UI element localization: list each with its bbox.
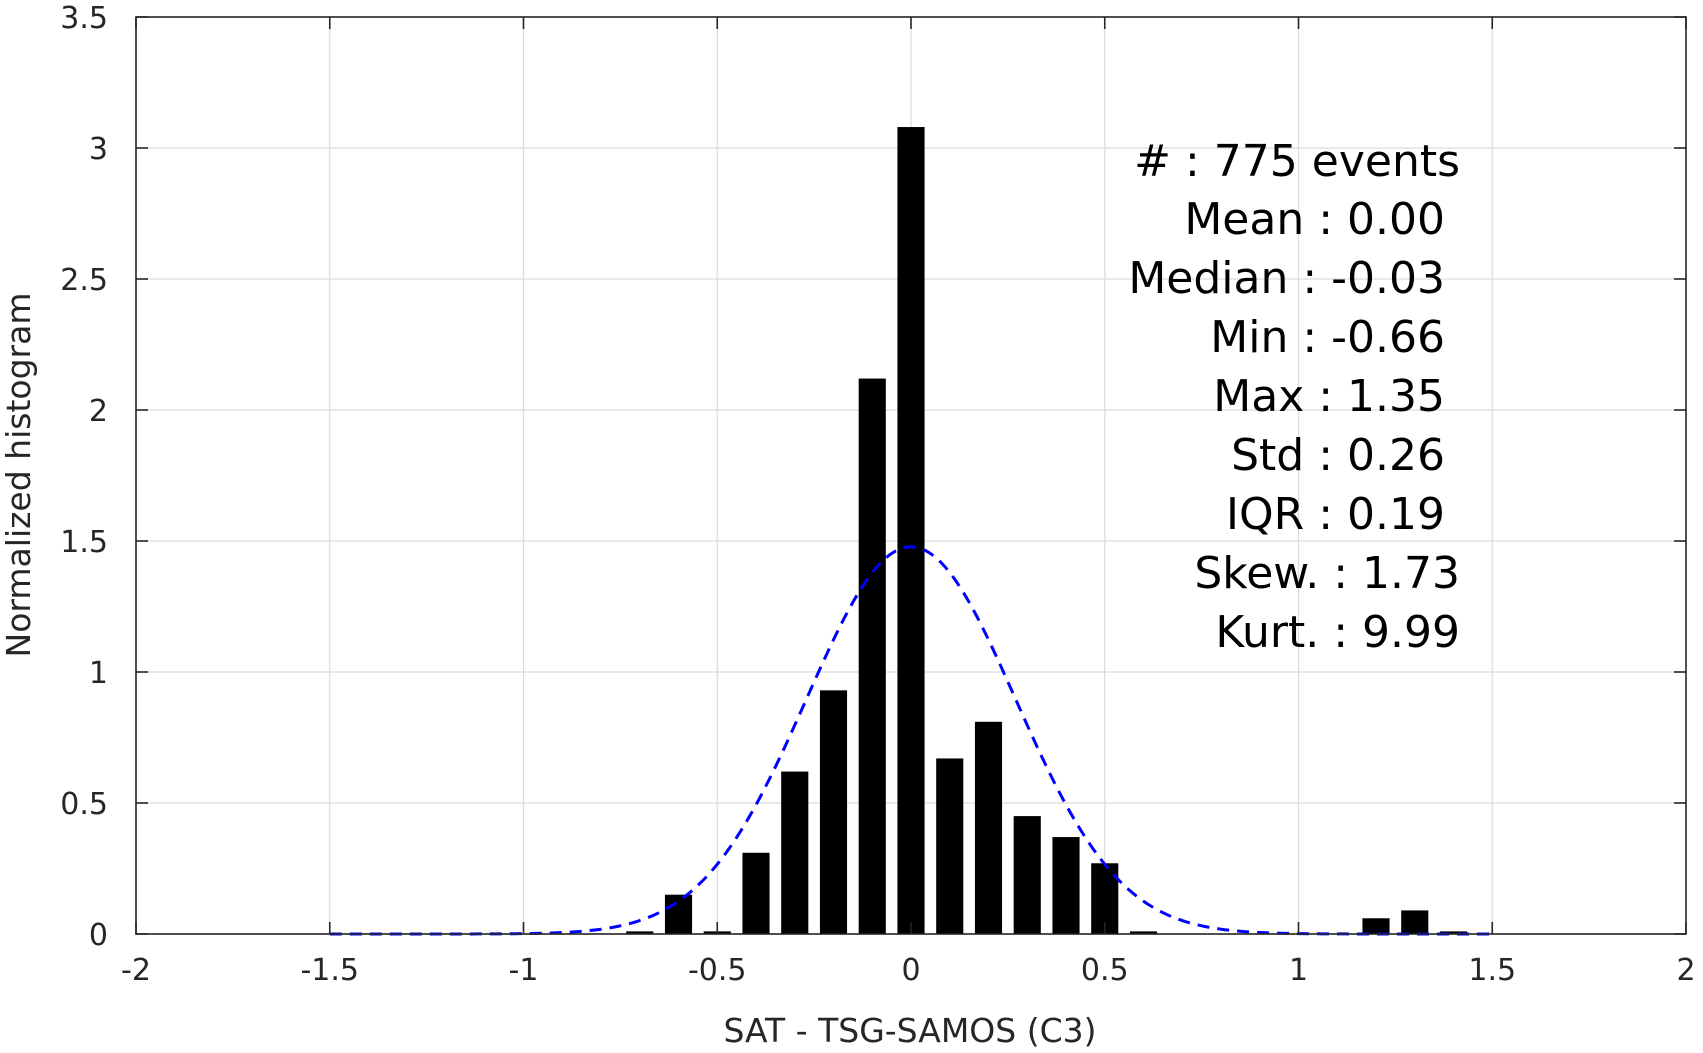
histogram-bar (1129, 931, 1158, 934)
stat-iqr: IQR : 0.19 (1226, 489, 1445, 540)
y-tick-label: 2.5 (60, 263, 108, 298)
x-tick-label: -1 (509, 953, 539, 988)
histogram-bar (1439, 931, 1468, 934)
histogram-bar (974, 721, 1003, 934)
y-tick-label: 0 (89, 918, 108, 953)
stat-skew: Skew. : 1.73 (1194, 548, 1460, 599)
y-tick-label: 1.5 (60, 525, 108, 560)
histogram-bar (819, 690, 848, 934)
histogram-bars (626, 127, 1468, 935)
x-tick-label: 1.5 (1468, 953, 1516, 988)
y-tick-labels: 0 0.5 1 1.5 2 2.5 3 3.5 (60, 1, 108, 953)
x-tick-label: -2 (121, 953, 151, 988)
histogram-bar (1401, 910, 1429, 934)
histogram-bar (664, 894, 693, 934)
y-tick-label: 2 (89, 394, 108, 429)
histogram-bar (897, 127, 925, 935)
stat-mean: Mean : 0.00 (1184, 194, 1445, 245)
stat-count: # : 775 events (1134, 136, 1460, 187)
axes-box (135, 16, 1687, 935)
y-axis-label: Normalized histogram (0, 293, 38, 658)
stat-std: Std : 0.26 (1231, 430, 1445, 481)
y-tick-label: 1 (89, 656, 108, 691)
stats-annotation: # : 775 events Mean : 0.00 Median : -0.0… (1128, 136, 1460, 658)
y-tick-label: 0.5 (60, 787, 108, 822)
stat-median: Median : -0.03 (1128, 253, 1445, 304)
x-axis-label: SAT - TSG-SAMOS (C3) (723, 1011, 1096, 1050)
x-tick-label: 0.5 (1081, 953, 1129, 988)
x-tick-label: -0.5 (688, 953, 747, 988)
histogram-bar (1362, 918, 1390, 934)
histogram-bar (781, 771, 809, 934)
histogram-bar (858, 378, 886, 934)
x-tick-label: 2 (1676, 953, 1695, 988)
stat-min: Min : -0.66 (1210, 312, 1445, 363)
x-tick-label: 0 (901, 953, 920, 988)
stat-kurt: Kurt. : 9.99 (1215, 607, 1460, 658)
y-tick-label: 3.5 (60, 1, 108, 36)
histogram-bar (1052, 837, 1080, 934)
x-tick-label: 1 (1289, 953, 1308, 988)
x-tick-label: -1.5 (300, 953, 359, 988)
x-tick-labels: -2 -1.5 -1 -0.5 0 0.5 1 1.5 2 (121, 953, 1696, 988)
histogram-bar (626, 931, 654, 934)
stat-max: Max : 1.35 (1213, 371, 1445, 422)
histogram-bar (936, 758, 964, 934)
histogram-bar (1013, 816, 1041, 934)
histogram-bar (742, 852, 770, 934)
y-tick-label: 3 (89, 132, 108, 167)
